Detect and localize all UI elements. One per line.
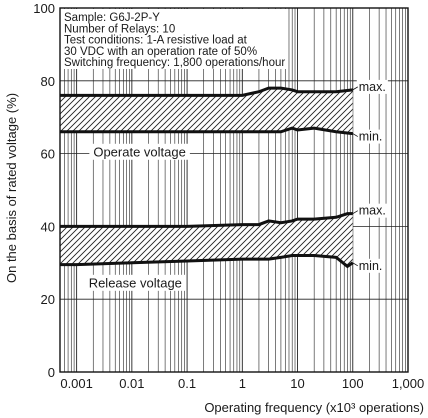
x-tick-label: 0.01 bbox=[119, 376, 144, 391]
note-line: 30 VDC with an operation rate of 50% bbox=[64, 46, 257, 58]
x-tick-label: 1,000 bbox=[392, 376, 425, 391]
curve-label-bg bbox=[356, 258, 385, 273]
note-background bbox=[61, 9, 286, 69]
min-line-release bbox=[60, 254, 354, 269]
x-tick-label: 10 bbox=[290, 376, 304, 391]
y-tick-label: 0 bbox=[48, 365, 55, 380]
curve-label-bg bbox=[356, 79, 388, 94]
x-tick-label: 0.001 bbox=[60, 376, 93, 391]
labels: Operate voltage Release voltage max. min. ma… bbox=[84, 79, 388, 291]
plot-frame bbox=[59, 7, 409, 373]
note-line: Test conditions: 1-A resistive load at bbox=[64, 35, 248, 47]
x-axis-title: Operating frequency (x10³ operations) bbox=[204, 400, 424, 415]
min-label-release: min. bbox=[359, 259, 383, 273]
ticks: 0 20 40 60 80 100 0.001 0.01 0.1 1 10 100 1,000 bbox=[33, 1, 424, 391]
curve-label-bg bbox=[356, 129, 385, 144]
y-tick-label: 60 bbox=[41, 147, 55, 162]
y-tick-label: 80 bbox=[41, 74, 55, 89]
x-tick-label: 0.1 bbox=[178, 376, 196, 391]
note-line: Number of Relays: 10 bbox=[64, 23, 175, 35]
band-label-release: Release voltage bbox=[89, 275, 182, 290]
x-tick-label: 100 bbox=[342, 376, 364, 391]
band-label-bg bbox=[84, 274, 186, 291]
y-tick-label: 40 bbox=[41, 219, 55, 234]
max-label-operate: max. bbox=[359, 80, 386, 94]
max-line-release bbox=[60, 212, 353, 228]
note-line: Switching frequency: 1,800 operations/ho… bbox=[64, 57, 285, 69]
curve-label-leader bbox=[352, 262, 358, 267]
band-hatch-operate bbox=[60, 88, 353, 134]
y-tick-label: 20 bbox=[41, 292, 55, 307]
min-line-operate bbox=[60, 126, 353, 136]
y-axis-title: On the basis of rated voltage (%) bbox=[4, 93, 19, 283]
curve-label-leader bbox=[352, 133, 358, 137]
band-label-operate: Operate voltage bbox=[93, 144, 186, 159]
x-tick-label: 1 bbox=[239, 376, 246, 391]
band-hatch-release bbox=[60, 213, 353, 267]
curve-label-leader bbox=[352, 210, 358, 215]
bands bbox=[60, 86, 354, 269]
min-label-operate: min. bbox=[359, 130, 383, 144]
max-line-operate bbox=[60, 86, 353, 97]
note-line: Sample: G6J-2P-Y bbox=[64, 12, 160, 24]
max-label-release: max. bbox=[359, 204, 386, 218]
band-label-bg bbox=[89, 143, 190, 160]
y-tick-label: 100 bbox=[33, 1, 55, 16]
curve-label-leader bbox=[352, 86, 358, 91]
curve-label-bg bbox=[356, 203, 388, 218]
plot-border bbox=[59, 7, 409, 373]
